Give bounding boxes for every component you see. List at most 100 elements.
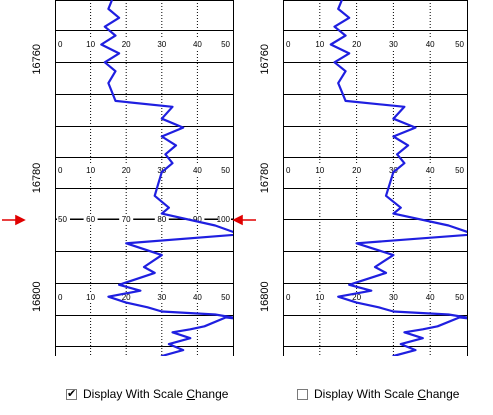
scale-tick-label: 10 <box>315 166 324 175</box>
scale-label-background <box>452 39 465 49</box>
scale-tick-label: 0 <box>58 40 63 49</box>
scale-label-background <box>119 214 134 224</box>
scale-tick-label: 20 <box>352 166 361 175</box>
scale-tick-label: 40 <box>426 293 435 302</box>
scale-tick-label: 10 <box>315 40 324 49</box>
log-curve <box>329 0 467 356</box>
arrow-right-icon <box>2 214 26 226</box>
shifted-scale-tick-label: 80 <box>157 215 166 224</box>
depth-tick-label: 16800 <box>259 281 271 312</box>
checkbox-box[interactable]: ✔ <box>66 387 77 400</box>
scale-label-background <box>218 292 231 302</box>
scale-label-background <box>154 214 169 224</box>
scale-label-background <box>190 214 205 224</box>
shifted-scale-tick-label: 90 <box>193 215 202 224</box>
scale-label-background <box>349 292 364 302</box>
shifted-scale-tick-label: 70 <box>122 215 131 224</box>
scale-label-background <box>452 165 465 175</box>
scale-tick-label: 30 <box>389 40 398 49</box>
scale-label-background <box>312 165 327 175</box>
scale-label-background <box>423 292 438 302</box>
scale-label-background <box>218 214 231 224</box>
scale-label-background <box>57 39 70 49</box>
scale-label-background <box>154 292 169 302</box>
scale-label-background <box>218 39 231 49</box>
display-scale-change-checkbox-left[interactable]: ✔ Display With Scale Change <box>66 386 228 402</box>
scale-label-background <box>349 165 364 175</box>
scale-label-background <box>190 292 205 302</box>
shifted-scale-tick-label: 100 <box>217 215 231 224</box>
scale-label-background <box>190 165 205 175</box>
scale-tick-label: 10 <box>86 40 95 49</box>
scale-tick-label: 40 <box>426 166 435 175</box>
arrow-left-icon <box>232 214 256 226</box>
scale-label-background <box>190 39 205 49</box>
scale-label-background <box>285 39 298 49</box>
scale-tick-label: 10 <box>86 293 95 302</box>
scale-tick-label: 0 <box>58 166 63 175</box>
scale-tick-label: 40 <box>193 293 202 302</box>
scale-tick-label: 10 <box>86 166 95 175</box>
scale-tick-label: 50 <box>221 40 230 49</box>
scale-tick-label: 40 <box>193 40 202 49</box>
checkmark-icon: ✔ <box>67 387 77 400</box>
scale-label-background <box>218 165 231 175</box>
scale-label-background <box>83 214 98 224</box>
shifted-scale-tick-label: 50 <box>58 215 67 224</box>
scale-label-background <box>154 165 169 175</box>
display-scale-change-checkbox-right[interactable]: Display With Scale Change <box>297 386 459 402</box>
checkbox-label: Display With Scale Change <box>314 387 460 401</box>
scale-label-background <box>57 214 70 224</box>
scale-tick-label: 50 <box>455 293 464 302</box>
scale-label-background <box>423 165 438 175</box>
scale-label-background <box>83 292 98 302</box>
scale-tick-label: 20 <box>352 40 361 49</box>
scale-label-background <box>386 39 401 49</box>
scale-tick-label: 20 <box>122 293 131 302</box>
scale-tick-label: 20 <box>122 166 131 175</box>
scale-label-background <box>386 165 401 175</box>
scale-label-background <box>57 165 70 175</box>
scale-label-background <box>423 39 438 49</box>
scale-label-background <box>119 292 134 302</box>
scale-tick-label: 50 <box>221 293 230 302</box>
scale-tick-label: 30 <box>157 293 166 302</box>
scale-label-background <box>312 39 327 49</box>
scale-label-background <box>312 292 327 302</box>
checkbox-box[interactable] <box>297 388 308 400</box>
scale-tick-label: 40 <box>426 40 435 49</box>
scale-label-background <box>83 165 98 175</box>
scale-tick-label: 0 <box>286 166 291 175</box>
scale-label-background <box>452 292 465 302</box>
shifted-scale-tick-label: 60 <box>86 215 95 224</box>
scale-label-background <box>119 39 134 49</box>
scale-label-background <box>285 292 298 302</box>
scale-tick-label: 30 <box>157 40 166 49</box>
scale-label-background <box>154 39 169 49</box>
scale-tick-label: 10 <box>315 293 324 302</box>
scale-label-background <box>83 39 98 49</box>
depth-tick-label: 16780 <box>259 163 271 194</box>
scale-tick-label: 40 <box>193 166 202 175</box>
scale-tick-label: 30 <box>389 293 398 302</box>
depth-tick-label: 16760 <box>31 44 43 75</box>
checkbox-label: Display With Scale Change <box>83 387 229 401</box>
scale-label-background <box>285 165 298 175</box>
scale-tick-label: 20 <box>122 40 131 49</box>
scale-label-background <box>386 292 401 302</box>
log-curve <box>100 0 233 356</box>
scale-tick-label: 50 <box>455 166 464 175</box>
scale-label-background <box>119 165 134 175</box>
scale-tick-label: 0 <box>286 40 291 49</box>
scale-label-background <box>57 292 70 302</box>
depth-tick-label: 16780 <box>31 163 43 194</box>
scale-label-background <box>349 39 364 49</box>
scale-change-markers <box>2 214 256 226</box>
scale-tick-label: 20 <box>352 293 361 302</box>
depth-tick-label: 16760 <box>259 44 271 75</box>
scale-tick-label: 50 <box>221 166 230 175</box>
scale-tick-label: 0 <box>58 293 63 302</box>
scale-tick-label: 50 <box>455 40 464 49</box>
